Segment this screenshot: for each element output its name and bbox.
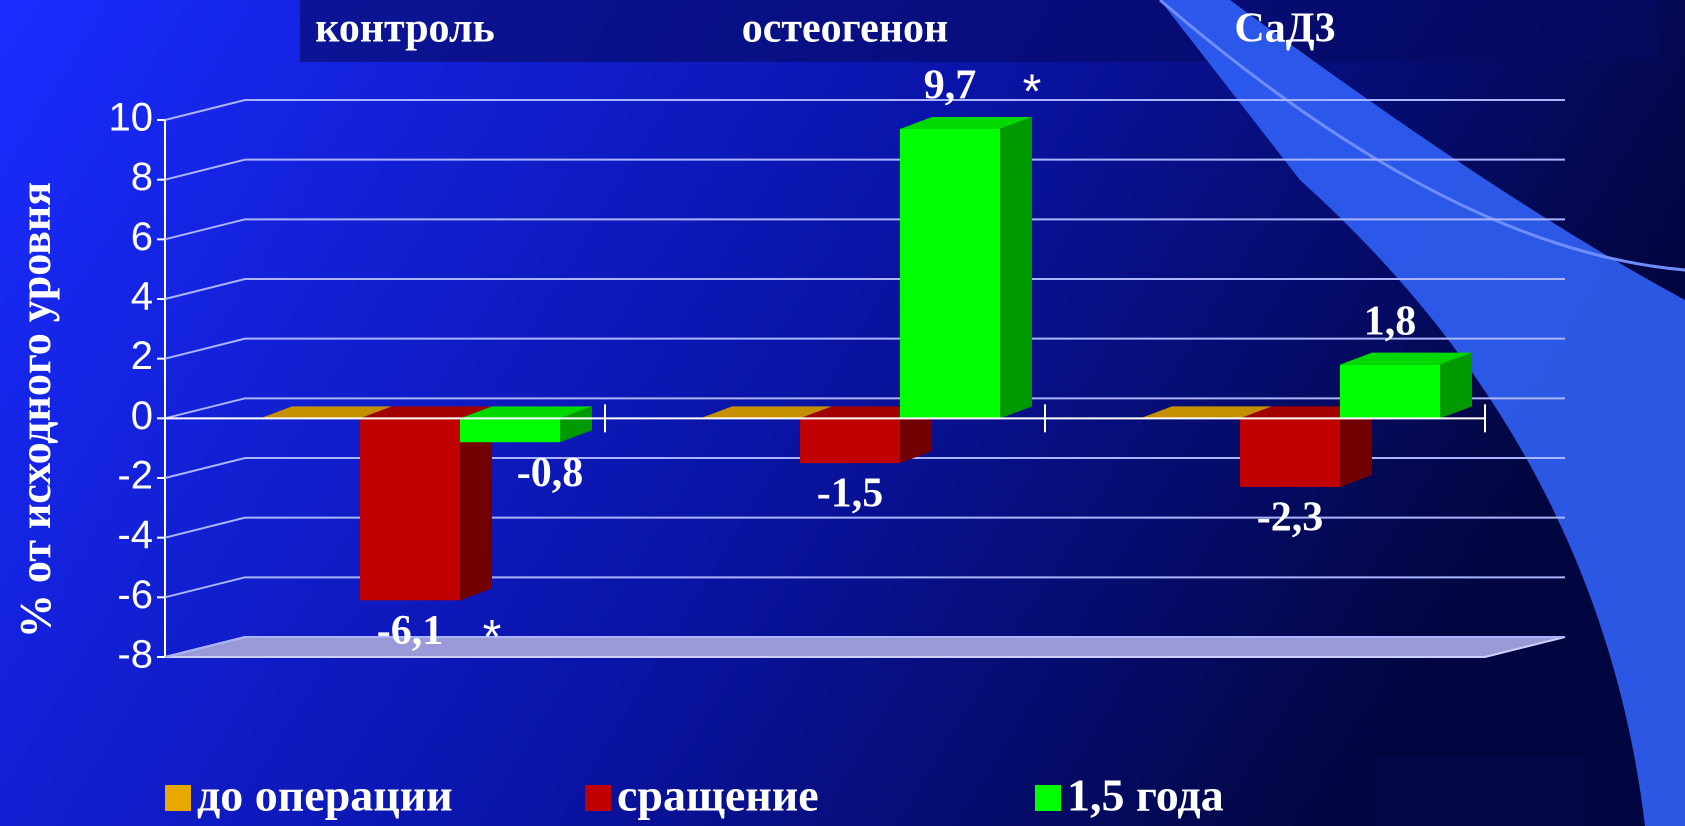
y-tick-label: 6: [131, 215, 153, 259]
y-tick-label: -4: [117, 513, 153, 557]
legend-swatch: [165, 785, 191, 811]
bar-side: [1440, 352, 1472, 419]
y-tick-label: 4: [131, 275, 153, 319]
value-label: -2,3: [1257, 495, 1324, 541]
floor: [164, 636, 1566, 658]
swoosh-edge: [1159, 0, 1685, 272]
y-axis-label: % от исходного уровня: [11, 182, 60, 638]
grid-line: [164, 278, 1565, 300]
grid-line: [164, 99, 1565, 121]
bar: [460, 418, 560, 443]
bar-side: [460, 406, 492, 601]
value-label: 1,8: [1364, 298, 1417, 344]
bar: [360, 418, 460, 601]
bar-side: [1340, 406, 1372, 487]
value-label: -1,5: [817, 471, 884, 517]
y-tick-label: -8: [117, 633, 153, 677]
legend-label: 1,5 года: [1067, 770, 1224, 821]
bar: [1240, 418, 1340, 487]
bar-top: [260, 406, 392, 419]
grid-line: [164, 636, 1565, 658]
bar: [1340, 364, 1440, 419]
bar-top: [1140, 406, 1272, 419]
y-tick-label: -2: [117, 454, 153, 498]
grid-line: [164, 158, 1565, 181]
grid-line: [164, 337, 1565, 360]
y-tick-label: -6: [117, 573, 153, 617]
bar-top: [700, 406, 832, 419]
value-label: -0,8: [517, 450, 584, 496]
title-band: [300, 0, 1660, 62]
bar-side: [560, 406, 592, 443]
category-label: СаД3: [1234, 6, 1335, 52]
legend-band: [1375, 758, 1585, 826]
legend-swatch: [585, 785, 611, 811]
annotation: *: [483, 611, 502, 664]
y-tick-label: 8: [131, 155, 153, 199]
category-label: остеогенон: [742, 6, 948, 52]
legend-label: сращение: [617, 770, 819, 821]
category-label: контроль: [315, 6, 495, 52]
bar-side: [1000, 116, 1032, 419]
grid-line: [164, 516, 1565, 539]
value-label: -6,1: [377, 608, 444, 654]
legend-label: до операции: [197, 770, 453, 821]
annotation: *: [1023, 66, 1042, 119]
bar: [800, 418, 900, 464]
grid-line: [164, 457, 1565, 479]
bar: [900, 128, 1000, 419]
value-label: 9,7: [924, 63, 977, 109]
bar-top: [360, 406, 492, 419]
y-tick-label: 10: [109, 96, 154, 140]
bar-top: [460, 406, 592, 419]
bar-top: [800, 406, 932, 419]
grid-line: [164, 576, 1565, 599]
grid-line: [164, 218, 1565, 241]
bar-top: [900, 116, 1032, 129]
y-tick-label: 2: [131, 334, 153, 378]
bar-side: [900, 406, 932, 464]
y-tick-label: 0: [131, 394, 153, 438]
bar-top: [1240, 406, 1372, 419]
legend-swatch: [1035, 785, 1061, 811]
bar-top: [1340, 352, 1472, 365]
grid-line: [164, 397, 1565, 420]
swoosh: [1160, 0, 1685, 826]
